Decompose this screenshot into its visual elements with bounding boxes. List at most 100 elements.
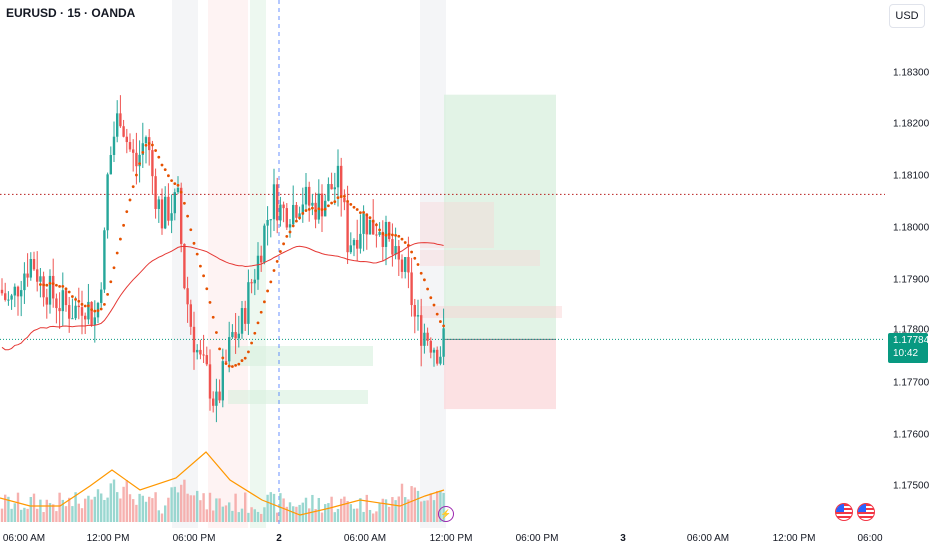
moving-average-dot xyxy=(170,179,174,183)
candle-body xyxy=(48,275,52,305)
candle-body xyxy=(215,391,218,406)
volume-bar xyxy=(372,513,375,522)
moving-average-dot xyxy=(227,364,231,368)
volume-bar xyxy=(352,508,356,522)
session-highlight xyxy=(208,0,248,528)
candle-body xyxy=(288,224,292,228)
candle-body xyxy=(298,213,301,218)
moving-average-dot xyxy=(90,308,93,312)
moving-average-dot xyxy=(362,210,365,214)
volume-bar xyxy=(343,496,346,522)
volume-bar xyxy=(362,511,365,522)
candle-body xyxy=(16,286,20,297)
moving-average-dot xyxy=(199,264,202,268)
candle-body xyxy=(410,272,413,306)
candle-body xyxy=(359,233,362,249)
volume-bar xyxy=(160,513,164,522)
volume-bar xyxy=(32,493,36,522)
candle-body xyxy=(269,219,272,221)
volume-bar xyxy=(13,503,16,522)
volume-bar xyxy=(394,500,397,522)
candle-body xyxy=(202,354,205,356)
candle-body xyxy=(279,204,282,221)
candle-body xyxy=(45,297,48,305)
candle-body xyxy=(84,315,87,320)
volume-bar xyxy=(87,495,90,522)
candle-body xyxy=(327,184,330,201)
current-price-badge: 1.17784 10:42 xyxy=(888,333,929,363)
volume-bar xyxy=(298,504,301,522)
volume-bar xyxy=(125,480,128,522)
volume-bar xyxy=(173,486,176,522)
volume-bar xyxy=(397,496,400,522)
moving-average-dot xyxy=(112,266,116,270)
moving-average-dot xyxy=(71,295,74,298)
candle-body xyxy=(180,187,183,244)
candle-body xyxy=(423,332,426,346)
candle-body xyxy=(276,184,279,221)
volume-bar xyxy=(365,494,368,522)
us-flag-icon[interactable] xyxy=(857,503,875,521)
moving-average-dot xyxy=(176,183,180,187)
volume-bar xyxy=(429,493,432,522)
moving-average-dot xyxy=(42,283,45,287)
price-label: 1.18000 xyxy=(893,222,930,234)
candle-body xyxy=(340,165,343,198)
volume-bar xyxy=(167,497,170,522)
moving-average-dot xyxy=(211,315,215,319)
candle-body xyxy=(109,155,112,175)
volume-bar xyxy=(135,504,138,522)
candle-body xyxy=(141,143,144,155)
moving-average-dot xyxy=(135,173,138,177)
long-position-target-zone xyxy=(444,94,556,340)
volume-bar xyxy=(128,494,132,522)
volume-bar xyxy=(48,503,52,522)
candle-body xyxy=(167,196,170,221)
volume-bar xyxy=(122,486,125,522)
moving-average-dot xyxy=(122,223,125,227)
candle-body xyxy=(119,113,122,127)
candle-body xyxy=(157,199,160,209)
currency-button[interactable]: USD xyxy=(889,4,925,28)
moving-average-dot xyxy=(234,364,238,367)
volume-bar xyxy=(138,493,141,522)
time-label-day: 2 xyxy=(276,533,282,544)
us-flag-icon[interactable] xyxy=(835,503,853,521)
candle-body xyxy=(42,276,45,298)
volume-bar xyxy=(381,498,384,522)
candle-body xyxy=(365,213,368,235)
moving-average-dot xyxy=(419,271,423,275)
volume-bar xyxy=(215,498,218,522)
lightning-icon[interactable]: ⚡ xyxy=(438,506,454,522)
volume-bar xyxy=(250,507,253,522)
volume-bar xyxy=(26,508,29,522)
volume-bar xyxy=(240,508,244,522)
candle-body xyxy=(301,204,304,214)
volume-bar xyxy=(423,500,426,522)
volume-bar xyxy=(272,493,276,522)
time-label: 12:00 PM xyxy=(429,533,473,544)
candle-body xyxy=(426,332,429,341)
volume-bar xyxy=(256,511,260,522)
moving-average-dot xyxy=(144,143,148,147)
moving-average-dot xyxy=(240,359,244,362)
moving-average-dot xyxy=(106,292,109,296)
volume-bar xyxy=(407,499,410,522)
volume-bar xyxy=(20,509,23,522)
moving-average-dot xyxy=(173,182,177,186)
candle-body xyxy=(183,243,186,289)
volume-bar xyxy=(416,490,420,522)
volume-bar xyxy=(84,498,87,522)
candle-body xyxy=(436,349,439,364)
candle-body xyxy=(128,142,132,150)
volume-bar xyxy=(68,497,71,522)
volume-bar xyxy=(71,506,74,522)
volume-bar xyxy=(109,483,112,522)
candle-body xyxy=(244,308,247,324)
moving-average-dot xyxy=(256,321,260,325)
candle-body xyxy=(4,293,7,300)
candle-body xyxy=(151,150,154,177)
moving-average-dot xyxy=(55,283,58,287)
